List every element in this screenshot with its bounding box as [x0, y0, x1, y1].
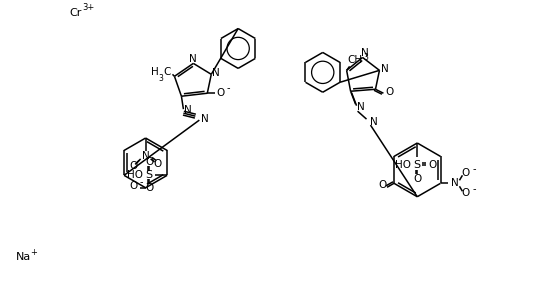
Text: N: N [142, 151, 150, 161]
Text: N: N [361, 48, 368, 58]
Text: O: O [145, 183, 153, 193]
Text: 3: 3 [363, 53, 368, 62]
Text: HO: HO [396, 160, 411, 170]
Text: N: N [190, 54, 197, 64]
Text: -: - [473, 184, 476, 194]
Text: O: O [428, 160, 436, 170]
Text: Cr: Cr [69, 8, 81, 18]
Text: O: O [413, 174, 421, 184]
Text: H: H [151, 67, 159, 77]
Text: O: O [130, 161, 138, 171]
Text: N: N [356, 102, 364, 112]
Text: O: O [385, 87, 393, 97]
Text: -: - [226, 83, 230, 93]
Text: O: O [216, 88, 225, 98]
Text: O: O [461, 188, 470, 198]
Text: 3: 3 [158, 74, 163, 83]
Text: Na: Na [16, 253, 32, 262]
Text: S: S [414, 160, 421, 170]
Text: N: N [183, 105, 191, 115]
Text: S: S [146, 170, 153, 180]
Text: +: + [30, 248, 37, 257]
Text: O: O [153, 159, 162, 169]
Text: N: N [381, 64, 388, 74]
Text: -: - [473, 164, 476, 174]
Text: O: O [130, 181, 138, 191]
Text: O: O [378, 180, 386, 190]
Text: C: C [164, 67, 171, 77]
Text: HO: HO [128, 170, 143, 180]
Text: N: N [370, 117, 377, 127]
Text: N: N [202, 114, 209, 124]
Text: -: - [140, 177, 143, 187]
Text: 3+: 3+ [82, 3, 94, 12]
Text: CH: CH [347, 55, 362, 65]
Text: N: N [451, 178, 458, 188]
Text: N: N [212, 68, 220, 78]
Text: O: O [461, 168, 470, 178]
Text: O: O [145, 157, 153, 167]
